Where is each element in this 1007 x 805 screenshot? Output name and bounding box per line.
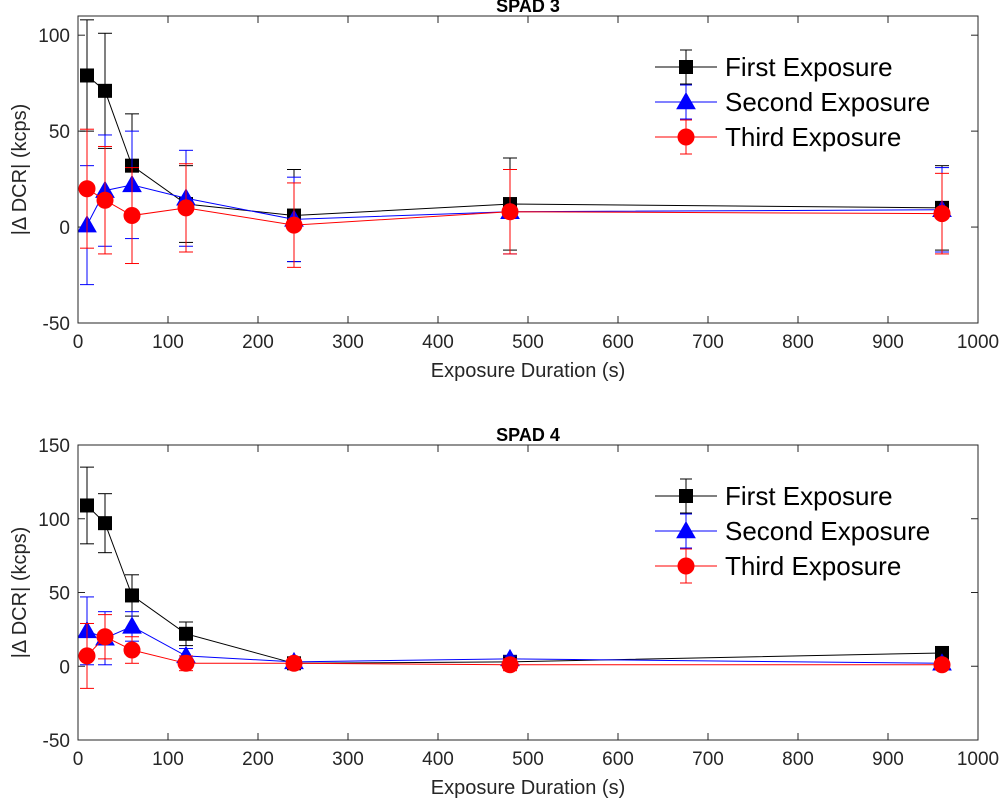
data-point: [98, 516, 112, 531]
x-tick-label: 500: [512, 332, 544, 353]
plot-area: [78, 16, 978, 323]
x-tick-label: 800: [782, 332, 814, 353]
y-tick-label: 50: [49, 584, 70, 605]
x-tick-label: 1000: [957, 749, 999, 770]
data-point: [179, 626, 193, 641]
legend-item: Second Exposure: [655, 84, 930, 120]
data-point: [501, 656, 519, 674]
x-tick-label: 0: [73, 749, 84, 770]
data-point: [122, 616, 142, 634]
chart-title: SPAD 4: [496, 425, 560, 445]
legend: First Exposure Second Exposure Third Expos…: [655, 478, 930, 584]
legend-item: Third Exposure: [655, 119, 901, 155]
data-point: [177, 199, 195, 217]
x-tick-label: 700: [692, 749, 724, 770]
axes-frame: [77, 444, 979, 741]
x-tick-label: 800: [782, 749, 814, 770]
series-circle: [78, 614, 951, 689]
y-tick-label: -50: [43, 731, 70, 752]
y-tick-label: 150: [38, 436, 70, 457]
x-tick-label: 400: [422, 749, 454, 770]
data-point: [501, 203, 519, 221]
x-tick-label: 200: [242, 332, 274, 353]
legend-label: Second Exposure: [725, 516, 930, 546]
x-tick-label: 100: [152, 749, 184, 770]
data-point: [933, 656, 951, 674]
plot-data: [78, 466, 952, 689]
legend-marker: [679, 489, 693, 503]
legend-label: First Exposure: [725, 52, 893, 82]
y-tick-label: 0: [59, 657, 70, 678]
y-tick-label: 100: [38, 510, 70, 531]
legend-item: Third Exposure: [655, 548, 901, 584]
legend-item: Second Exposure: [655, 513, 930, 549]
x-tick-label: 600: [602, 749, 634, 770]
x-tick-label: 900: [872, 332, 904, 353]
x-tick-label: 300: [332, 332, 364, 353]
data-point: [96, 191, 114, 209]
y-axis-label: |Δ DCR| (kcps): [9, 104, 31, 236]
series-circle: [78, 128, 951, 268]
axes-frame: [77, 15, 979, 324]
legend-label: First Exposure: [725, 481, 893, 511]
data-point: [78, 647, 96, 665]
data-point: [285, 654, 303, 672]
legend-marker: [676, 91, 696, 110]
y-axis-label: |Δ DCR| (kcps): [9, 527, 31, 659]
data-point: [177, 654, 195, 672]
data-point: [80, 498, 94, 513]
legend-item: First Exposure: [655, 49, 893, 85]
x-axis-label: Exposure Duration (s): [431, 777, 626, 799]
legend-label: Third Exposure: [725, 122, 901, 152]
x-tick-label: 300: [332, 749, 364, 770]
x-tick-label: 200: [242, 749, 274, 770]
legend-item: First Exposure: [655, 478, 893, 514]
data-point: [98, 83, 112, 98]
x-tick-label: 700: [692, 332, 724, 353]
x-tick-label: 600: [602, 332, 634, 353]
y-tick-label: 100: [38, 26, 70, 47]
data-point: [123, 207, 141, 225]
data-point: [78, 180, 96, 198]
spad-3-chart: 0 100 200 300 400 500 600 700 800 900 1000-5005010…: [9, 0, 999, 382]
x-tick-label: 400: [422, 332, 454, 353]
plot-area: [78, 445, 978, 740]
spad-4-chart: 0 100 200 300 400 500 600 700 800 900 1000-5005010…: [9, 425, 999, 799]
y-tick-label: -50: [43, 314, 70, 335]
y-tick-label: 0: [59, 218, 70, 239]
legend-marker: [676, 520, 696, 539]
legend-marker: [677, 557, 695, 575]
plot-data: [78, 19, 952, 286]
x-tick-label: 500: [512, 749, 544, 770]
data-point: [80, 68, 94, 83]
data-point: [285, 216, 303, 234]
legend-marker: [679, 60, 693, 74]
series-square: [80, 466, 949, 671]
x-tick-label: 1000: [957, 332, 999, 353]
legend-marker: [677, 128, 695, 146]
data-point: [123, 641, 141, 659]
legend: First Exposure Second Exposure Third Expos…: [655, 49, 930, 155]
legend-label: Second Exposure: [725, 87, 930, 117]
x-axis-label: Exposure Duration (s): [431, 360, 626, 382]
y-tick-label: 50: [49, 122, 70, 143]
x-tick-label: 0: [73, 332, 84, 353]
data-point: [125, 588, 139, 603]
data-point: [933, 205, 951, 223]
data-point: [96, 628, 114, 646]
x-tick-label: 100: [152, 332, 184, 353]
x-tick-label: 900: [872, 749, 904, 770]
chart-title: SPAD 3: [496, 0, 560, 16]
legend-label: Third Exposure: [725, 551, 901, 581]
